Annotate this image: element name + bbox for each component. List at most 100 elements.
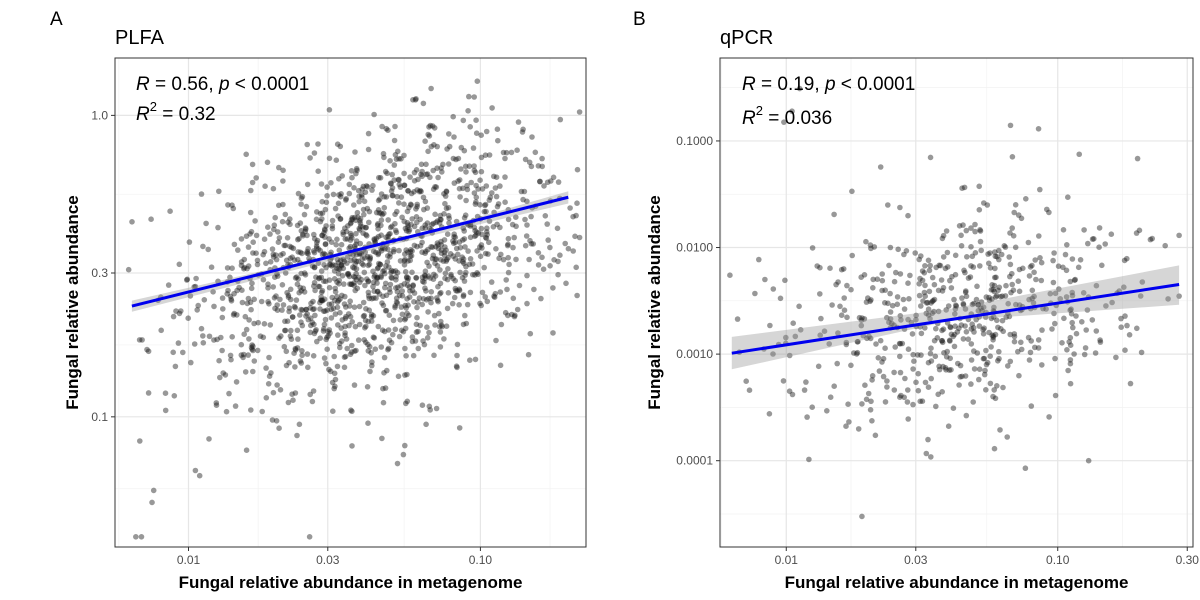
data-point [365,278,372,284]
data-point [339,338,345,344]
data-point [365,318,372,325]
data-point [414,219,420,226]
data-point [889,302,896,309]
data-point [321,296,328,303]
data-point [897,341,904,347]
data-point [471,94,478,100]
data-point [200,340,207,346]
data-point [215,224,221,231]
data-point [292,364,298,370]
data-point [287,255,294,262]
data-point [923,300,930,306]
data-point [309,319,316,326]
data-point [261,236,268,242]
data-point [859,513,865,520]
x-tick-label: 0.30 [1176,553,1200,567]
data-point [398,194,405,200]
data-point [267,231,273,237]
data-point [228,356,234,363]
data-point [829,302,835,308]
data-point [523,233,530,239]
data-point [385,327,392,333]
data-point [910,401,916,408]
data-point [484,298,491,305]
data-point [402,256,408,263]
data-point [356,251,363,258]
data-point [432,260,438,267]
data-point [411,299,417,305]
data-point [989,282,995,288]
data-point [290,397,296,404]
data-point [358,251,365,257]
data-point [424,205,431,211]
data-point [270,185,277,192]
data-point [421,279,427,286]
data-point [269,417,276,423]
data-point [946,367,953,373]
data-point [324,334,330,341]
data-point [329,223,336,229]
data-point [322,206,329,213]
data-point [470,145,477,151]
data-point [385,233,391,240]
data-point [414,304,420,311]
data-point [1028,403,1035,409]
data-point [361,337,368,343]
data-point [381,354,388,361]
data-point [248,187,254,194]
data-point [422,250,428,256]
data-point [1009,225,1015,231]
data-point [1077,257,1084,263]
data-point [987,265,994,271]
data-point [1076,151,1083,158]
data-point [387,289,393,296]
data-point [887,244,894,251]
data-point [432,256,439,262]
data-point [859,401,865,407]
plot-area [720,58,1193,547]
data-point [959,295,965,301]
data-point [393,299,400,305]
data-point [322,234,328,240]
data-point [397,317,404,323]
data-point [321,355,328,361]
data-point [442,270,449,277]
data-point [362,325,368,331]
data-point [952,311,958,317]
data-point [327,330,333,336]
data-point [415,176,421,183]
data-point [959,185,965,191]
data-point [313,245,320,251]
data-point [472,233,478,240]
data-point [351,282,357,289]
data-point [365,293,372,299]
data-point [323,264,329,271]
data-point [296,421,303,428]
data-point [394,269,401,276]
data-point [233,379,240,385]
data-point [1103,303,1109,309]
data-point [295,236,301,243]
data-point [562,240,568,247]
data-point [1051,250,1057,256]
data-point [370,283,376,290]
y-tick-label: 0.0010 [676,347,713,361]
gridlines [115,58,586,547]
data-point [454,341,461,348]
data-point [466,261,473,268]
data-point [211,303,217,310]
data-point [395,148,401,155]
data-point [319,198,326,205]
data-point [324,307,331,313]
data-point [419,173,425,180]
data-point [302,225,309,231]
data-point [504,286,510,293]
data-point [498,321,505,328]
data-point [173,308,179,314]
data-point [907,272,913,279]
data-point [358,276,365,283]
data-point [229,202,235,208]
data-point [410,352,417,359]
data-point [434,240,441,246]
data-point [434,295,440,301]
